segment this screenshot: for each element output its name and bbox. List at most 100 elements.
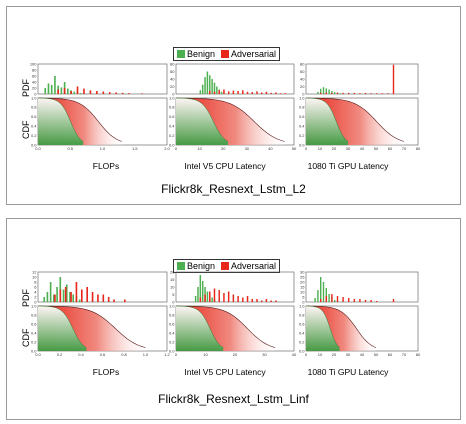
adversarial-hist-bar <box>246 91 249 94</box>
adversarial-hist-bar <box>59 289 62 302</box>
adversarial-hist-bar <box>251 299 253 302</box>
pdf-y-tick: 5 <box>302 294 305 299</box>
benign-hist-bar <box>194 296 197 302</box>
adversarial-hist-bar <box>124 299 126 302</box>
pdf-y-tick: 80 <box>170 61 175 66</box>
adversarial-hist-bar <box>342 92 344 94</box>
pdf-y-tick: 5 <box>172 292 175 297</box>
adversarial-hist-bar <box>64 287 67 302</box>
benign-hist-bar <box>314 298 316 302</box>
x-tick-label: 40 <box>268 146 273 151</box>
pdf-y-tick: 6 <box>34 284 37 289</box>
adversarial-hist-bar <box>320 92 322 94</box>
adversarial-hist-bar <box>237 91 239 94</box>
pdf-frame <box>305 63 419 95</box>
cdf-y-tick: 0.4 <box>299 330 305 335</box>
x-tick-label: 0.6 <box>100 352 106 357</box>
adversarial-hist-bar <box>96 91 98 94</box>
adversarial-hist-bar <box>381 93 383 94</box>
adversarial-hist-bar <box>213 288 216 302</box>
pdf-y-tick: 10 <box>170 284 175 289</box>
legend-benign-swatch <box>177 262 185 270</box>
pdf-y-tick: 30 <box>300 269 305 274</box>
adversarial-hist-bar <box>232 90 235 94</box>
x-tick-label: 1.2 <box>164 352 170 357</box>
pdf-y-tick: 10 <box>32 274 37 279</box>
adversarial-hist-bar <box>237 296 239 302</box>
benign-hist-bar <box>325 288 327 302</box>
benign-hist-bar <box>65 284 68 302</box>
x-tick-label: 10 <box>318 352 323 357</box>
adversarial-hist-bar <box>331 92 333 94</box>
cdf-y-tick: 0.2 <box>169 133 175 138</box>
benign-hist-bar <box>72 294 75 302</box>
adversarial-hist-bar <box>75 282 78 302</box>
x-tick-label: 1.0 <box>143 352 149 357</box>
cdf-y-tick: 0.6 <box>299 114 305 119</box>
cdf-y-tick: 1.0 <box>169 303 175 308</box>
adversarial-hist-bar <box>270 92 272 94</box>
cdf-y-tick: 0.8 <box>299 105 305 110</box>
benign-hist-bar <box>334 300 336 302</box>
benign-hist-bar <box>322 282 325 302</box>
adversarial-hist-bar <box>336 296 339 302</box>
adversarial-hist-bar <box>284 93 287 94</box>
x-tick-label: 30 <box>346 146 351 151</box>
x-tick-label: 50 <box>374 146 379 151</box>
pdf-y-tick: 40 <box>170 76 175 81</box>
adversarial-hist-bar <box>227 91 230 94</box>
adversarial-hist-bar <box>141 93 143 94</box>
benign-hist-bar <box>211 79 213 94</box>
adversarial-hist-bar <box>113 299 115 302</box>
benign-cdf-area <box>176 306 224 351</box>
benign-hist-bar <box>211 297 213 302</box>
benign-hist-bar <box>331 91 333 94</box>
adversarial-hist-bar <box>242 90 244 94</box>
adversarial-hist-bar <box>107 297 110 302</box>
benign-hist-bar <box>73 91 76 94</box>
adversarial-hist-bar <box>86 287 88 302</box>
cdf-y-tick: 0.0 <box>169 142 175 147</box>
pdf-y-tick: 0 <box>302 91 305 96</box>
cdf-y-tick: 1.0 <box>299 95 305 100</box>
x-axis-label-cpu: Intel V5 CPU Latency <box>184 367 266 377</box>
x-tick-label: 80 <box>416 352 421 357</box>
benign-cdf-line <box>305 305 340 348</box>
x-tick-label: 50 <box>374 352 379 357</box>
x-axis-label-flops: FLOPs <box>92 367 120 377</box>
benign-hist-bar <box>204 77 206 94</box>
cdf-y-tick: 0.0 <box>31 348 37 353</box>
adversarial-hist-bar <box>325 296 327 302</box>
x-tick-label: 0.8 <box>121 352 127 357</box>
cdf-y-tick: 0.2 <box>299 339 305 344</box>
cdf-y-tick: 0.2 <box>169 339 175 344</box>
adversarial-hist-bar <box>364 300 367 302</box>
x-tick-label: 0 <box>305 352 308 357</box>
adversarial-hist-bar <box>70 292 72 302</box>
adversarial-hist-bar <box>348 298 350 302</box>
benign-hist-bar <box>56 287 58 302</box>
pdf-frame <box>175 63 295 95</box>
x-axis-label-gpu: 1080 Ti GPU Latency <box>307 161 389 171</box>
adversarial-cdf-line <box>37 305 146 348</box>
x-axis-label-flops: FLOPs <box>92 161 120 171</box>
benign-cdf-area <box>306 306 340 351</box>
x-tick-label: 80 <box>416 146 421 151</box>
benign-hist-bar <box>220 91 223 94</box>
benign-hist-bar <box>209 75 211 94</box>
pdf-y-tick: 0 <box>172 91 175 96</box>
pdf-y-tick: 40 <box>300 76 305 81</box>
benign-hist-bar <box>60 87 63 94</box>
cdf-y-tick: 0.2 <box>299 133 305 138</box>
adversarial-hist-bar <box>260 300 263 302</box>
benign-hist-bar <box>206 71 209 94</box>
x-tick-label: 0 <box>175 146 178 151</box>
benign-hist-bar <box>53 294 55 302</box>
pdf-frame <box>305 271 419 303</box>
benign-hist-bar <box>54 76 56 94</box>
x-tick-label: 20 <box>332 146 337 151</box>
benign-cdf-line <box>305 97 349 142</box>
adversarial-hist-bar <box>392 64 395 94</box>
benign-hist-bar <box>46 292 49 302</box>
